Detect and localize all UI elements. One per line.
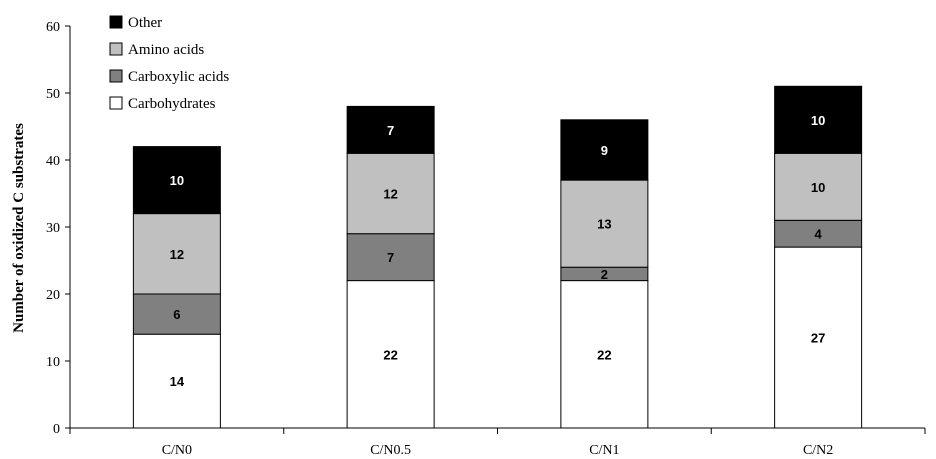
bar-value-label: 2 <box>601 267 608 282</box>
bar-value-label: 22 <box>383 347 397 362</box>
legend-label-carbohydrates: Carbohydrates <box>128 96 216 112</box>
bar-value-label: 7 <box>387 123 394 138</box>
bar-value-label: 27 <box>811 331 825 346</box>
x-tick-label: C/N2 <box>803 443 833 458</box>
x-axis: C/N0 C/N0.5 C/N1 C/N2 <box>70 428 925 458</box>
y-tick-label: 10 <box>46 355 60 370</box>
bar-value-label: 22 <box>597 347 611 362</box>
x-tick-label: C/N0 <box>162 443 192 458</box>
y-tick-label: 30 <box>46 221 60 236</box>
legend-swatch-carboxylic-acids <box>110 70 122 82</box>
y-axis-title: Number of oxidized C substrates <box>11 123 27 333</box>
y-axis: 0 10 20 30 40 50 60 <box>46 20 70 437</box>
bar-value-label: 6 <box>173 307 180 322</box>
bar-value-label: 14 <box>170 374 185 389</box>
y-tick-label: 40 <box>46 154 60 169</box>
bar-value-label: 10 <box>811 180 825 195</box>
legend-swatch-carbohydrates <box>110 97 122 109</box>
bar-value-label: 13 <box>597 217 611 232</box>
bar-value-label: 9 <box>601 143 608 158</box>
bar-value-label: 10 <box>170 173 184 188</box>
bar-value-label: 7 <box>387 250 394 265</box>
legend-label-carboxylic-acids: Carboxylic acids <box>128 69 229 85</box>
y-tick-label: 20 <box>46 288 60 303</box>
bar-value-label: 10 <box>811 113 825 128</box>
x-tick-label: C/N0.5 <box>370 443 411 458</box>
legend-label-other: Other <box>128 15 162 31</box>
bar-value-label: 12 <box>383 187 397 202</box>
legend-swatch-other <box>110 16 122 28</box>
bar-value-label: 12 <box>170 247 184 262</box>
legend-label-amino-acids: Amino acids <box>128 42 204 58</box>
bar-value-label: 4 <box>815 227 823 242</box>
y-tick-label: 60 <box>46 20 60 35</box>
legend: Other Amino acids Carboxylic acids Carbohyd… <box>110 15 229 112</box>
x-tick-label: C/N1 <box>589 443 619 458</box>
legend-swatch-amino-acids <box>110 43 122 55</box>
y-tick-label: 0 <box>53 422 60 437</box>
y-tick-label: 50 <box>46 87 60 102</box>
